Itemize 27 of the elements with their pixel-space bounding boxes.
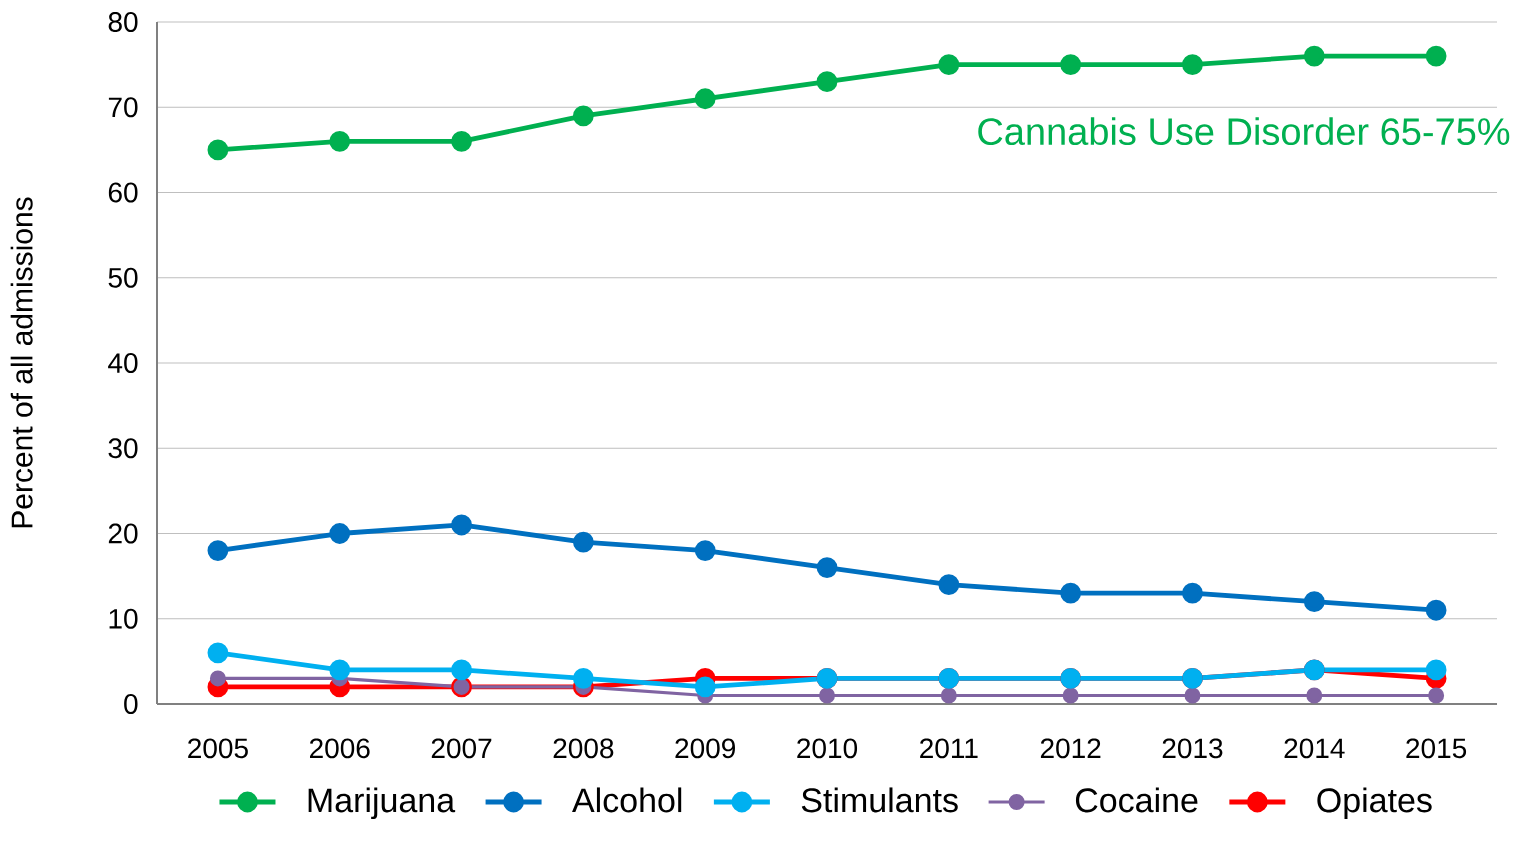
y-tick-label: 40 (108, 353, 138, 373)
x-tick-label: 2013 (1162, 738, 1223, 759)
x-tick-label: 2008 (553, 738, 614, 759)
y-tick-label: 20 (108, 523, 138, 544)
y-tick-label: 60 (108, 182, 138, 203)
legend-label: Opiates (1317, 787, 1432, 820)
x-tick-label: 2005 (188, 738, 248, 759)
y-tick-label: 70 (108, 97, 138, 118)
legend-label: Alcohol (572, 787, 682, 813)
legend-label: Cocaine (1075, 787, 1198, 813)
x-tick-label: 2009 (675, 738, 735, 759)
x-tick-label: 2010 (797, 738, 858, 759)
x-tick-label: 2006 (310, 738, 370, 759)
x-tick-label: 2015 (1406, 738, 1467, 759)
y-tick-label: 0 (124, 694, 138, 714)
legend-label: Marijuana (308, 787, 456, 820)
annotation: Cannabis Use Disorder 65-75% (978, 117, 1510, 146)
x-tick-label: 2011 (920, 738, 978, 759)
x-tick-label: 2007 (431, 738, 492, 759)
x-tick-label: 2012 (1040, 738, 1101, 759)
x-tick-label: 2014 (1284, 738, 1345, 759)
y-tick-label: 10 (109, 608, 138, 629)
y-tick-label: 50 (108, 267, 138, 288)
y-tick-label: 80 (108, 12, 138, 32)
y-axis-title: Percent of all admissions (10, 197, 33, 528)
legend-label: Stimulants (801, 787, 958, 813)
y-tick-label: 30 (108, 438, 138, 459)
